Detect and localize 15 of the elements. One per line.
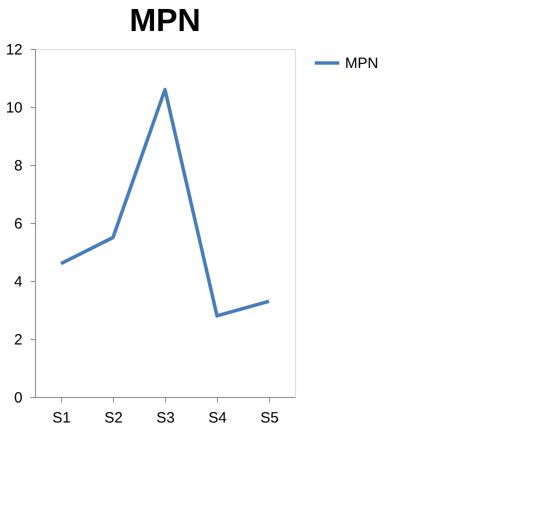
x-tick-label: S4 <box>208 410 227 426</box>
y-tick-label: 4 <box>14 274 22 290</box>
x-tick-label: S2 <box>104 410 123 426</box>
y-tick-label: 10 <box>6 100 22 116</box>
chart-title: MPN <box>129 2 201 38</box>
x-tick-label: S5 <box>260 410 279 426</box>
x-tick-label: S3 <box>156 410 175 426</box>
line-series <box>59 88 271 318</box>
legend-label: MPN <box>345 55 378 72</box>
y-tick-label: 0 <box>14 390 22 406</box>
y-tick-label: 8 <box>14 158 22 174</box>
x-tick-label: S1 <box>52 410 71 426</box>
y-tick-label: 2 <box>14 332 22 348</box>
y-tick-label: 6 <box>14 216 22 232</box>
y-tick-label: 12 <box>6 42 22 58</box>
